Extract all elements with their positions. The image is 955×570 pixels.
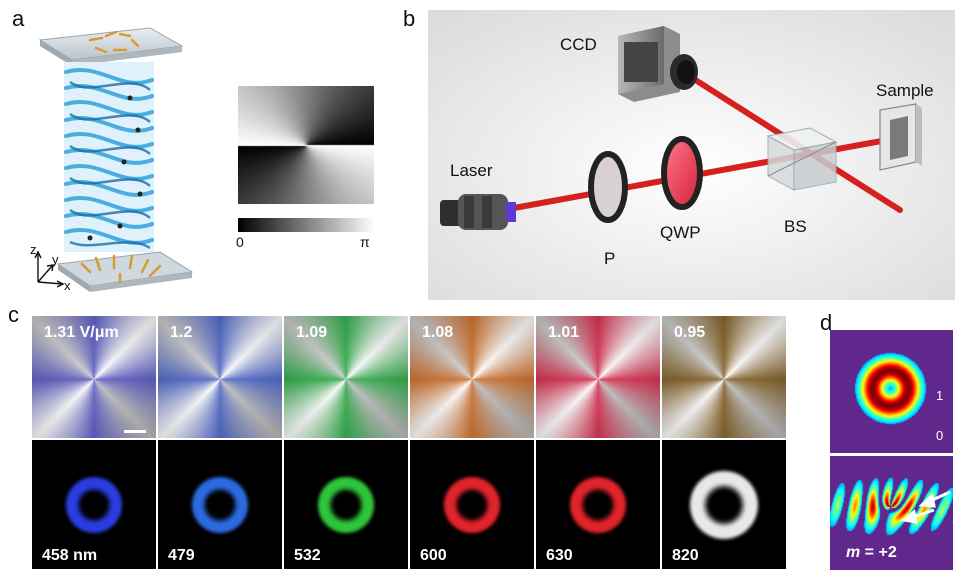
laser-label: Laser	[450, 161, 493, 180]
panel-letter-d: d	[820, 310, 833, 335]
panel-letter-b: b	[403, 6, 416, 31]
micrograph-tile: 1.31 V/μm	[32, 316, 156, 438]
intensity-scale-min: 0	[936, 428, 944, 443]
ccd-camera	[618, 26, 698, 102]
phase-scale-max: π	[360, 234, 370, 250]
field-strength-label: 1.08	[422, 324, 454, 341]
vortex-beam-tile: 630	[536, 440, 660, 569]
vortex-beam-tile: 820	[662, 440, 786, 569]
mode-label: m = +2	[846, 544, 897, 562]
panel-a-lc-structure	[38, 27, 194, 292]
vortex-beam-tile: 458 nm	[32, 440, 156, 569]
vortex-ring	[318, 476, 374, 533]
micrograph-tile: 1.09	[284, 316, 408, 438]
axis-y-label: y	[52, 252, 59, 267]
bottom-alignment-rods	[80, 254, 162, 284]
micrograph-tile: 1.01	[536, 316, 660, 438]
wavelength-label: 458 nm	[42, 547, 98, 564]
wavelength-label: 479	[168, 547, 195, 564]
helical-column	[64, 62, 154, 252]
qwp-label: QWP	[660, 223, 701, 242]
mode-value: = +2	[860, 544, 897, 561]
phase-scale-min: 0	[236, 234, 244, 250]
panel-letter-a: a	[12, 6, 25, 31]
fork-arrows	[900, 490, 951, 524]
beam-splitter	[766, 127, 838, 191]
wavelength-label: 600	[420, 547, 447, 564]
wavelength-label: 532	[294, 547, 321, 564]
vortex-ring	[570, 476, 626, 533]
micrograph-tile: 1.08	[410, 316, 534, 438]
sample-label: Sample	[876, 81, 934, 100]
laser-source	[440, 194, 516, 230]
axes-triad: z y x	[30, 242, 71, 293]
wavelength-label: 630	[546, 547, 573, 564]
panel-b-optical-setup: CCD Sample BS QWP P Laser	[428, 10, 955, 300]
interference-pattern	[830, 456, 953, 570]
vortex-ring	[66, 476, 122, 533]
field-strength-label: 1.09	[296, 324, 328, 341]
vortex-beam-tile: 600	[410, 440, 534, 569]
panel-letter-c: c	[8, 302, 19, 327]
axis-z-label: z	[30, 242, 37, 257]
field-strength-label: 1.31 V/μm	[44, 324, 119, 341]
micrograph-tile: 0.95	[662, 316, 786, 438]
vortex-ring	[192, 476, 248, 533]
polarizer	[588, 151, 628, 223]
intensity-scale-max: 1	[936, 388, 944, 403]
phase-map	[238, 86, 374, 204]
phase-colorbar	[238, 218, 374, 232]
ccd-label: CCD	[560, 35, 597, 54]
scale-bar	[124, 430, 146, 433]
vortex-ring	[690, 470, 758, 539]
mode-symbol: m	[846, 544, 861, 561]
field-strength-label: 0.95	[674, 324, 706, 341]
vortex-beam-tile: 532	[284, 440, 408, 569]
sample	[879, 103, 922, 171]
top-alignment-rods	[88, 30, 140, 54]
micrograph-tile: 1.2	[158, 316, 282, 438]
vortex-beam-tile: 479	[158, 440, 282, 569]
vortex-ring	[444, 476, 500, 533]
far-field-intensity	[830, 330, 953, 453]
wavelength-label: 820	[672, 547, 699, 564]
bs-label: BS	[784, 217, 807, 236]
quarter-wave-plate	[661, 136, 703, 210]
field-strength-label: 1.01	[548, 324, 580, 341]
field-strength-label: 1.2	[170, 324, 193, 341]
axis-x-label: x	[64, 278, 71, 293]
p-label: P	[604, 249, 615, 268]
